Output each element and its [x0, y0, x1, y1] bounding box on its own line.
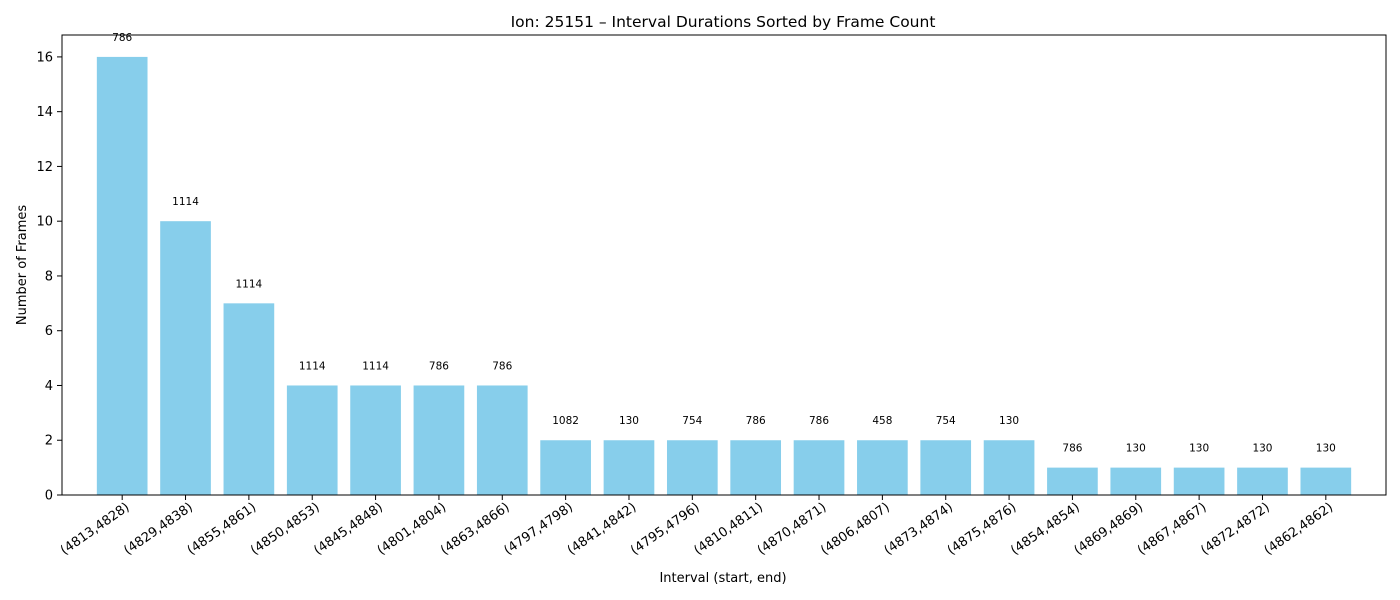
x-tick-label: (4797,4798) [501, 500, 576, 558]
y-tick-label: 12 [36, 160, 53, 175]
bar [540, 440, 591, 495]
x-tick-label: (4801,4804) [375, 500, 450, 558]
y-tick-label: 4 [45, 379, 53, 394]
bar-data-label: 130 [999, 415, 1019, 427]
x-tick-label: (4806,4807) [818, 500, 893, 558]
bar-data-label: 786 [746, 415, 766, 427]
bar [603, 440, 655, 495]
bar [666, 440, 718, 495]
bar [350, 385, 401, 495]
bar [96, 56, 148, 496]
y-tick-label: 10 [36, 215, 53, 230]
bar-data-label: 786 [112, 32, 132, 44]
bar-labels-group: 786 1114 1114 1114 1114 786 786 1082 130 754 786 78… [112, 32, 1336, 455]
bar-data-label: 130 [1316, 443, 1336, 455]
x-tick-label: (4829,4838) [121, 500, 196, 558]
bar [476, 385, 528, 495]
x-tick-label: (4845,4848) [311, 500, 386, 558]
bar-data-label: 1082 [552, 415, 579, 427]
bar-data-label: 786 [809, 415, 829, 427]
bar-data-label: 1114 [299, 360, 326, 372]
bar-data-label: 1114 [172, 196, 199, 208]
bar-data-label: 754 [682, 415, 702, 427]
x-tick-label: (4795,4796) [628, 500, 703, 558]
bar [413, 385, 465, 495]
bar [793, 440, 845, 495]
y-tick-label: 6 [45, 324, 53, 339]
x-tick-label: (4810,4811) [691, 500, 766, 558]
y-tick-label: 2 [45, 434, 53, 449]
y-axis: 0 2 4 6 8 10 12 14 16 [36, 50, 62, 504]
y-axis-label: Number of Frames [15, 205, 30, 326]
x-tick-label: (4870,4871) [755, 500, 830, 558]
bar [983, 440, 1035, 495]
y-tick-label: 14 [36, 105, 53, 120]
bar [1047, 467, 1098, 495]
bar-data-label: 130 [619, 415, 639, 427]
bar-data-label: 130 [1189, 443, 1209, 455]
y-tick-label: 16 [36, 50, 53, 65]
bar-data-label: 458 [872, 415, 892, 427]
x-tick-label: (4862,4862) [1262, 500, 1337, 558]
plot-frame [61, 34, 1387, 496]
x-tick-label: (4869,4869) [1072, 500, 1147, 558]
bar [223, 303, 275, 495]
bar [1237, 467, 1288, 495]
bar [857, 440, 908, 495]
bar [1173, 467, 1225, 495]
bar-data-label: 1114 [362, 360, 389, 372]
bar-data-label: 786 [492, 360, 512, 372]
y-tick-label: 0 [45, 489, 53, 504]
bar [920, 440, 972, 495]
bar-data-label: 1114 [236, 278, 263, 290]
x-axis: (4813,4828)(4829,4838)(4855,4861)(4850,4… [58, 495, 1336, 558]
x-tick-label: (4863,4866) [438, 500, 513, 558]
x-tick-label: (4854,4854) [1008, 500, 1083, 558]
bar-data-label: 754 [936, 415, 956, 427]
x-tick-label: (4850,4853) [248, 500, 323, 558]
bar [286, 385, 338, 495]
bar [1300, 467, 1352, 495]
bar-data-label: 130 [1126, 443, 1146, 455]
x-tick-label: (4867,4867) [1135, 500, 1210, 558]
bar-data-label: 786 [429, 360, 449, 372]
bar-data-label: 130 [1252, 443, 1272, 455]
bars-group [96, 56, 1352, 496]
chart-title: Ion: 25151 – Interval Durations Sorted b… [511, 13, 936, 31]
x-tick-label: (4872,4872) [1198, 500, 1273, 558]
bar [730, 440, 782, 495]
x-tick-label: (4813,4828) [58, 500, 133, 558]
x-tick-label: (4841,4842) [565, 500, 640, 558]
y-tick-label: 8 [45, 269, 53, 284]
x-tick-label: (4855,4861) [185, 500, 260, 558]
x-tick-label: (4875,4876) [945, 500, 1020, 558]
x-axis-label: Interval (start, end) [659, 571, 786, 586]
bar [160, 221, 211, 495]
bar-data-label: 786 [1062, 443, 1082, 455]
x-tick-label: (4873,4874) [882, 500, 957, 558]
bar [1110, 467, 1162, 495]
